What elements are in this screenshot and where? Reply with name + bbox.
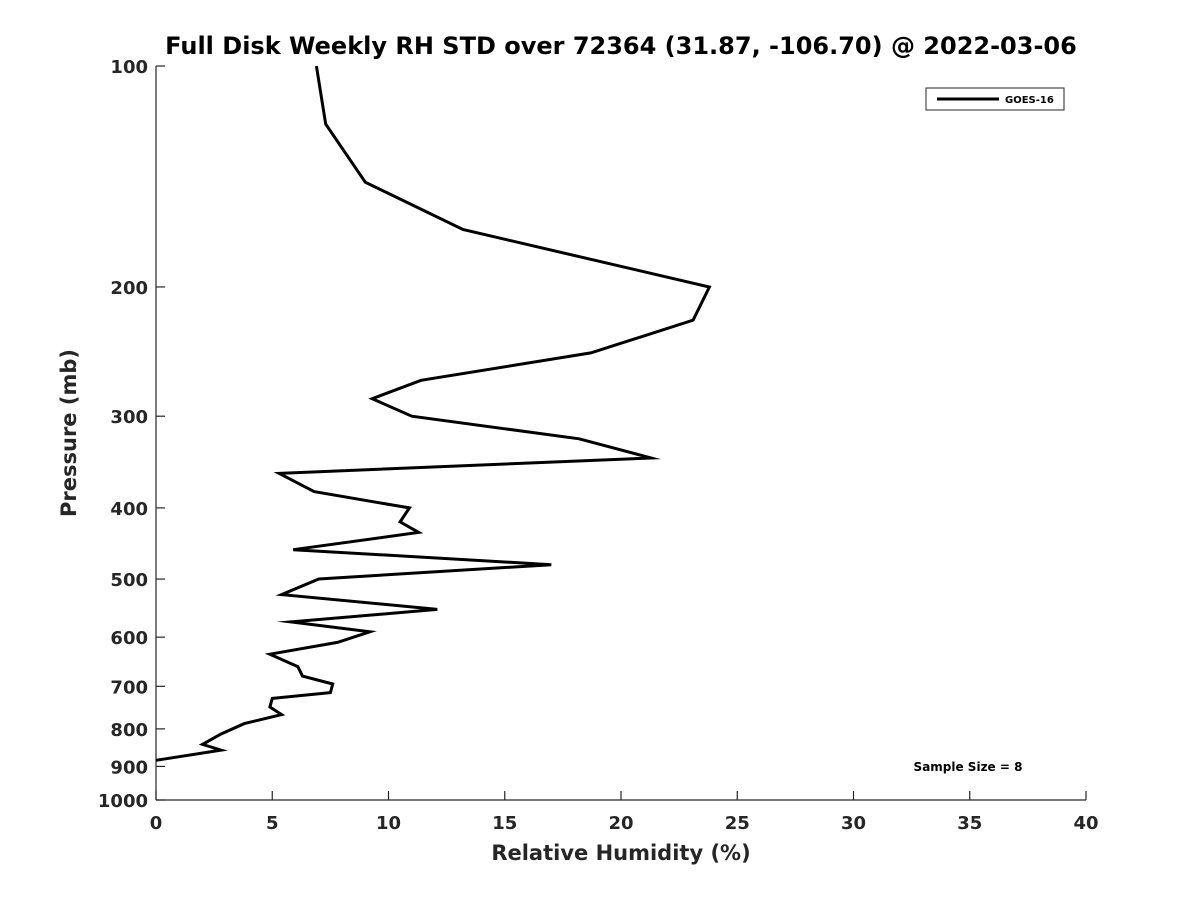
legend: GOES-16: [925, 87, 1065, 111]
x-axis-label: Relative Humidity (%): [491, 841, 750, 865]
y-tick-label: 300: [110, 407, 148, 428]
x-tick-label: 40: [1073, 813, 1098, 834]
y-tick-label: 700: [110, 677, 148, 698]
y-tick-label: 200: [110, 278, 148, 299]
x-tick-label: 20: [608, 813, 633, 834]
legend-entry-goes-16: GOES-16: [1005, 95, 1054, 106]
y-tick-label: 900: [110, 757, 148, 778]
x-tick-label: 15: [492, 813, 517, 834]
chart-title: Full Disk Weekly RH STD over 72364 (31.8…: [165, 32, 1077, 60]
tick-group: 0 5 10 15 20 25 30 35 40 100 200 300 400 500 600 700 800…: [98, 57, 1099, 834]
sample-size-annotation: Sample Size = 8: [914, 760, 1023, 774]
x-tick-label: 25: [725, 813, 750, 834]
series-line-goes-16: [155, 65, 712, 762]
x-tick-label: 5: [266, 813, 279, 834]
y-tick-label: 100: [110, 57, 148, 78]
series-group: [155, 65, 712, 762]
y-tick-label: 600: [110, 628, 148, 649]
y-axis-label: Pressure (mb): [57, 349, 81, 517]
y-tick-label: 1000: [98, 791, 148, 812]
x-tick-label: 10: [376, 813, 401, 834]
y-tick-label: 400: [110, 499, 148, 520]
y-tick-label: 500: [110, 570, 148, 591]
x-tick-label: 30: [841, 813, 866, 834]
x-tick-label: 0: [150, 813, 163, 834]
x-tick-label: 35: [957, 813, 982, 834]
y-tick-label: 800: [110, 720, 148, 741]
